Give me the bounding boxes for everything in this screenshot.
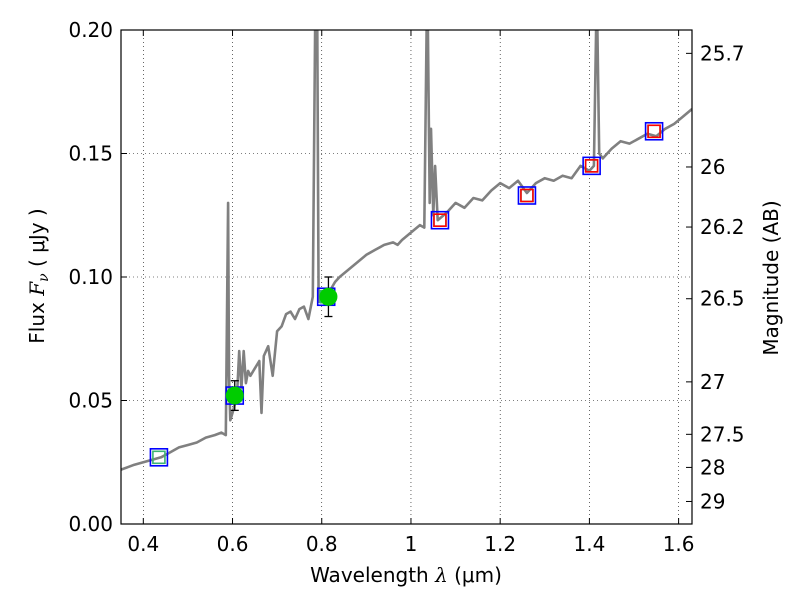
y2-axis-label: Magnitude (AB) <box>759 200 783 355</box>
y-axis-label: Flux Fν ( μJy ) <box>25 208 52 343</box>
upper-limit-marker <box>433 213 447 227</box>
filter-model-marker <box>430 210 450 230</box>
y2-tick-label: 29 <box>700 489 725 513</box>
x-tick-label: 1.4 <box>573 532 605 556</box>
y-tick-label: 0.05 <box>68 389 113 413</box>
x-axis-ticks: 0.4 0.6 0.8 1 1.2 1.4 1.6 <box>127 30 695 556</box>
observed-photometry-point <box>225 386 244 405</box>
filter-model-marker <box>582 156 601 176</box>
x-tick-label: 0.4 <box>127 532 159 556</box>
plot-area <box>121 30 692 471</box>
x-axis-label-unit: (μm) <box>454 563 502 587</box>
upper-limit-marker <box>584 159 599 173</box>
y-tick-label: 0.00 <box>68 512 113 536</box>
y2-tick-label: 26 <box>700 155 725 179</box>
y-axis-label-subscript: ν <box>36 273 52 282</box>
filter-model-marker <box>644 121 664 141</box>
y-tick-label: 0.10 <box>68 265 113 289</box>
upper-limit-marker <box>647 124 661 139</box>
x-tick-label: 1 <box>405 532 418 556</box>
x-axis-label-prefix: Wavelength <box>310 563 429 587</box>
model-photometry-marker <box>152 450 166 465</box>
grid-lines <box>121 29 692 525</box>
x-axis-label-symbol: λ <box>434 563 448 587</box>
y2-axis-ticks: 25.7 26 26.2 26.5 27 27.5 28 29 <box>686 41 745 513</box>
y2-tick-label: 28 <box>700 455 725 479</box>
y2-tick-label: 26.5 <box>700 287 745 311</box>
filter-model-marker <box>517 186 537 205</box>
plot-frame <box>120 29 693 525</box>
y2-tick-label: 25.7 <box>700 41 745 65</box>
x-tick-label: 1.2 <box>484 532 516 556</box>
y-tick-label: 0.15 <box>68 142 113 166</box>
filter-model-marker <box>149 448 169 467</box>
x-axis-label: Wavelength λ (μm) <box>310 563 502 587</box>
spectrum-line <box>121 30 692 471</box>
observed-photometry-point <box>319 287 338 306</box>
y2-tick-label: 27.5 <box>700 422 745 446</box>
y-tick-label: 0.20 <box>68 18 113 42</box>
x-tick-label: 1.6 <box>663 532 695 556</box>
x-tick-label: 0.8 <box>306 532 338 556</box>
y-axis-ticks: 0.00 0.05 0.10 0.15 0.20 <box>68 18 127 536</box>
x-tick-label: 0.6 <box>217 532 249 556</box>
y-axis-label-prefix: Flux <box>25 302 49 344</box>
y2-tick-label: 26.2 <box>700 215 745 239</box>
y-axis-label-symbol: F <box>25 281 49 297</box>
photometry-markers <box>149 121 664 467</box>
y2-tick-label: 27 <box>700 370 725 394</box>
y-axis-label-unit: ( μJy ) <box>25 208 49 267</box>
upper-limit-marker <box>520 188 534 203</box>
